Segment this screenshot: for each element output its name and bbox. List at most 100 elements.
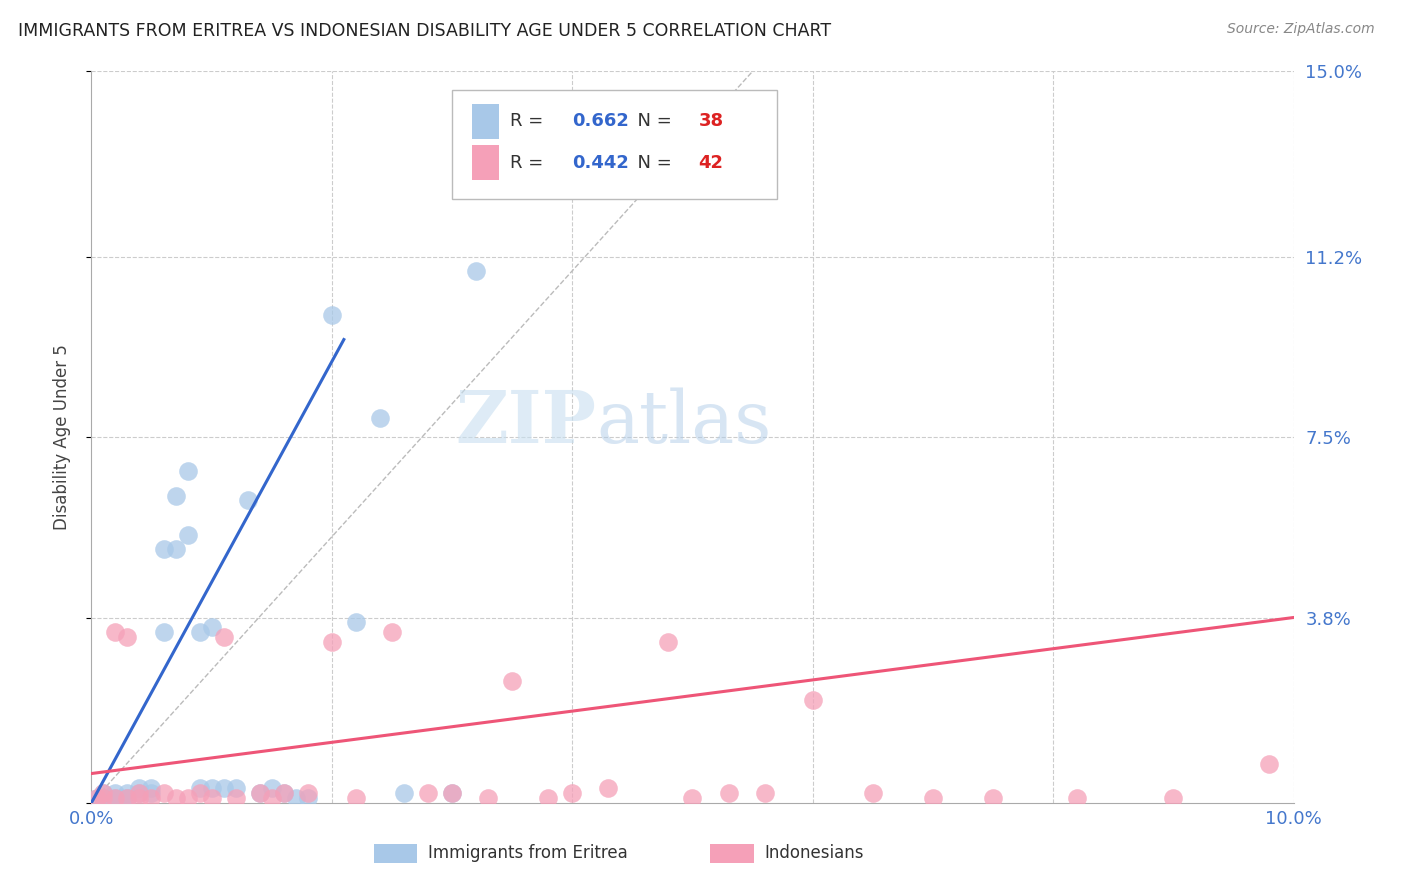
Point (176, 791, 198, 805)
Point (152, 542, 174, 557)
Point (212, 781, 235, 796)
Point (260, 791, 283, 805)
Bar (710, 844, 754, 863)
Point (1161, 791, 1184, 805)
Point (110, 791, 132, 805)
Text: Indonesians: Indonesians (765, 844, 865, 863)
Point (117, 791, 139, 805)
Point (321, 308, 343, 322)
Point (321, 635, 343, 649)
Text: 42: 42 (699, 153, 724, 172)
Point (93, 786, 115, 800)
Point (141, 791, 163, 805)
Point (93, 786, 115, 800)
Point (657, 635, 679, 649)
Point (152, 786, 174, 800)
Point (117, 630, 139, 644)
Point (236, 493, 259, 508)
Point (1066, 791, 1088, 805)
Point (188, 781, 211, 796)
Point (188, 625, 211, 640)
Point (681, 791, 703, 805)
Point (104, 625, 127, 640)
Point (273, 786, 295, 800)
Point (344, 791, 367, 805)
Point (225, 781, 247, 796)
Point (176, 527, 198, 541)
Point (440, 786, 463, 800)
Text: R =: R = (510, 153, 548, 172)
Point (141, 781, 163, 796)
Point (176, 464, 198, 478)
Y-axis label: Disability Age Under 5: Disability Age Under 5 (52, 344, 70, 530)
Point (561, 786, 583, 800)
Point (165, 489, 187, 503)
Point (86, 791, 108, 805)
Point (381, 625, 404, 640)
Text: 0.662: 0.662 (572, 112, 628, 130)
Point (165, 791, 187, 805)
Point (1258, 756, 1281, 771)
Point (440, 786, 463, 800)
Text: R =: R = (510, 112, 548, 130)
Point (284, 791, 307, 805)
Point (128, 786, 150, 800)
Text: Source: ZipAtlas.com: Source: ZipAtlas.com (1227, 22, 1375, 37)
Point (117, 791, 139, 805)
Point (128, 786, 150, 800)
Point (117, 786, 139, 800)
Point (141, 786, 163, 800)
Point (754, 786, 776, 800)
Point (862, 786, 884, 800)
Point (801, 693, 824, 707)
Point (477, 791, 499, 805)
Point (465, 264, 488, 278)
Point (392, 786, 415, 800)
Point (225, 791, 247, 805)
Point (117, 791, 139, 805)
Point (416, 786, 439, 800)
Point (212, 630, 235, 644)
Point (128, 781, 150, 796)
Point (104, 791, 127, 805)
Text: 38: 38 (699, 112, 724, 130)
Point (273, 786, 295, 800)
FancyBboxPatch shape (451, 90, 776, 200)
Bar (374, 844, 418, 863)
Text: IMMIGRANTS FROM ERITREA VS INDONESIAN DISABILITY AGE UNDER 5 CORRELATION CHART: IMMIGRANTS FROM ERITREA VS INDONESIAN DI… (18, 22, 831, 40)
Point (501, 673, 523, 688)
Point (201, 620, 224, 634)
Point (93, 791, 115, 805)
Text: N =: N = (626, 112, 678, 130)
Point (165, 542, 187, 557)
Point (201, 781, 224, 796)
Point (260, 781, 283, 796)
Text: atlas: atlas (596, 387, 772, 458)
Point (249, 786, 271, 800)
Text: ZIP: ZIP (456, 387, 596, 458)
Point (86, 791, 108, 805)
Point (93, 791, 115, 805)
Bar (472, 103, 499, 138)
Point (344, 615, 367, 630)
Point (717, 786, 740, 800)
Point (598, 781, 620, 796)
Text: N =: N = (626, 153, 678, 172)
Point (537, 791, 560, 805)
Point (201, 791, 224, 805)
Point (104, 786, 127, 800)
Point (249, 786, 271, 800)
Point (297, 791, 319, 805)
Point (922, 791, 945, 805)
Point (368, 410, 391, 425)
Text: 0.442: 0.442 (572, 153, 628, 172)
Point (98, 791, 121, 805)
Point (104, 791, 127, 805)
Text: Immigrants from Eritrea: Immigrants from Eritrea (427, 844, 627, 863)
Point (152, 625, 174, 640)
Bar (472, 145, 499, 180)
Point (128, 791, 150, 805)
Point (297, 786, 319, 800)
Point (981, 791, 1004, 805)
Point (188, 786, 211, 800)
